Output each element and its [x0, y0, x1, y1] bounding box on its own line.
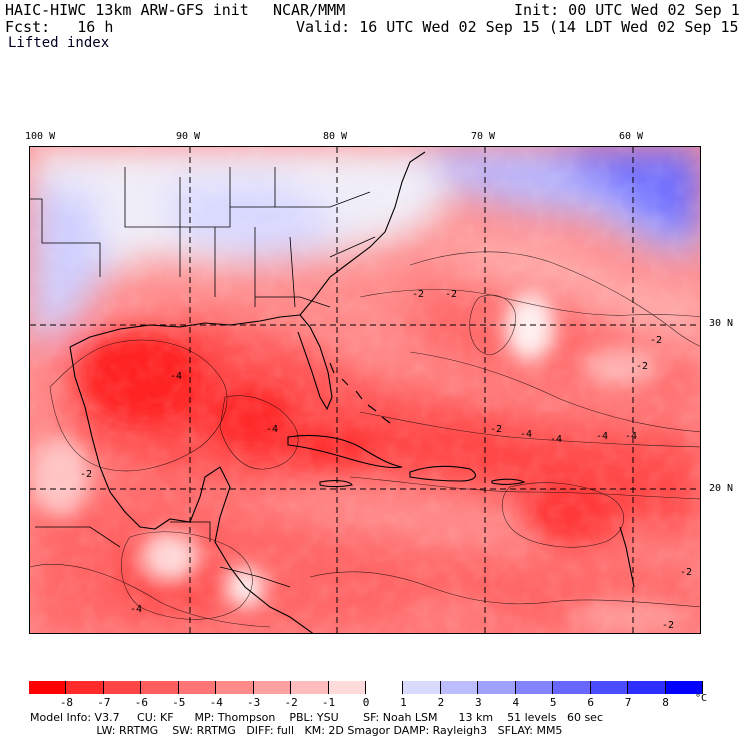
contour-label: -2 — [680, 567, 692, 578]
forecast-hour: Fcst: 16 h — [5, 18, 114, 36]
contour-label: -4 — [266, 424, 278, 435]
colorbar-cell — [515, 681, 554, 694]
colorbar-cell — [366, 681, 404, 694]
colorbar-cell — [103, 681, 142, 694]
contour-label: -4 — [170, 371, 182, 382]
colorbar — [29, 681, 703, 694]
colorbar-tick-label: -6 — [134, 696, 148, 709]
lon-label-100w: 100 W — [25, 131, 56, 142]
colorbar-tick-label: 6 — [587, 696, 594, 709]
colorbar-tick-label: 3 — [475, 696, 482, 709]
colorbar-tick-label: -4 — [209, 696, 223, 709]
colorbar-unit: °C — [695, 693, 708, 704]
contour-label: -2 — [650, 335, 662, 346]
colorbar-cell — [328, 681, 366, 694]
center-label: NCAR/MMM — [273, 1, 346, 19]
lat-label-30n: 30 N — [709, 318, 734, 329]
model-title: HAIC-HIWC 13km ARW-GFS init — [5, 1, 249, 19]
colorbar-cell — [178, 681, 217, 694]
contour-label: -2 — [662, 620, 674, 631]
colorbar-cell — [141, 681, 179, 694]
colorbar-tick-label: -5 — [172, 696, 186, 709]
field-name: Lifted index — [8, 35, 110, 51]
contour-label: -4 — [130, 604, 142, 615]
colorbar-cell — [253, 681, 292, 694]
colorbar-tick-label: -8 — [59, 696, 74, 709]
colorbar-tick-label: 8 — [662, 696, 669, 709]
colorbar-cell — [29, 681, 67, 694]
valid-time: Valid: 16 UTC Wed 02 Sep 15 (14 LDT Wed … — [296, 18, 740, 36]
model-info-line2: LW: RRTMG SW: RRTMG DIFF: full KM: 2D Sm… — [30, 724, 563, 737]
contour-label: -4 — [520, 429, 532, 440]
political-boundaries — [30, 167, 376, 588]
map-canvas: -2 -2 -4 -2 -4 -4 -2 -2 -4 -4 -2 -4 -4 -… — [30, 147, 700, 633]
colorbar-cell — [440, 681, 479, 694]
colorbar-tick-label: -2 — [284, 696, 298, 709]
colorbar-tick-label: -7 — [97, 696, 111, 709]
contour-label: -2 — [636, 361, 648, 372]
lon-label-90w: 90 W — [176, 131, 201, 142]
colorbar-tick-label: 5 — [549, 696, 557, 709]
colorbar-tick-label: -1 — [321, 696, 336, 709]
lon-label-60w: 60 W — [619, 131, 644, 142]
coastlines — [69, 151, 635, 633]
lat-label-20n: 20 N — [709, 483, 734, 494]
lifted-index-contours — [30, 251, 700, 628]
colorbar-cell — [628, 681, 666, 694]
contour-label: -4 — [625, 431, 637, 442]
colorbar-tick-label: 7 — [624, 696, 632, 709]
colorbar-tick-label: 1 — [400, 696, 407, 709]
colorbar-cell — [216, 681, 254, 694]
contour-label: -4 — [596, 431, 608, 442]
contour-label: -2 — [490, 424, 502, 435]
colorbar-tick-label: -3 — [247, 696, 261, 709]
colorbar-tick-label: 4 — [512, 696, 520, 709]
contour-label: -4 — [550, 434, 562, 445]
contour-label-layer: -2 -2 -4 -2 -4 -4 -2 -2 -4 -4 -2 -4 -4 -… — [80, 289, 692, 631]
lon-label-80w: 80 W — [323, 131, 348, 142]
contour-label: -2 — [80, 469, 92, 480]
colorbar-tick-label: 0 — [362, 696, 370, 709]
colorbar-cell — [590, 681, 629, 694]
colorbar-cell — [665, 681, 703, 694]
init-time: Init: 00 UTC Wed 02 Sep 15 — [514, 1, 740, 19]
colorbar-cell — [66, 681, 104, 694]
colorbar-cell — [478, 681, 516, 694]
colorbar-cell — [291, 681, 329, 694]
lifted-index-map: -2 -2 -4 -2 -4 -4 -2 -2 -4 -4 -2 -4 -4 -… — [29, 146, 701, 634]
contour-label: -2 — [445, 289, 457, 300]
lon-label-70w: 70 W — [471, 131, 496, 142]
contour-label: -2 — [412, 289, 424, 300]
colorbar-cell — [403, 681, 441, 694]
field-texture — [30, 147, 700, 633]
colorbar-tick-label: 2 — [437, 696, 445, 709]
colorbar-cell — [553, 681, 591, 694]
model-info-line1: Model Info: V3.7 CU: KF MP: Thompson PBL… — [30, 711, 603, 724]
